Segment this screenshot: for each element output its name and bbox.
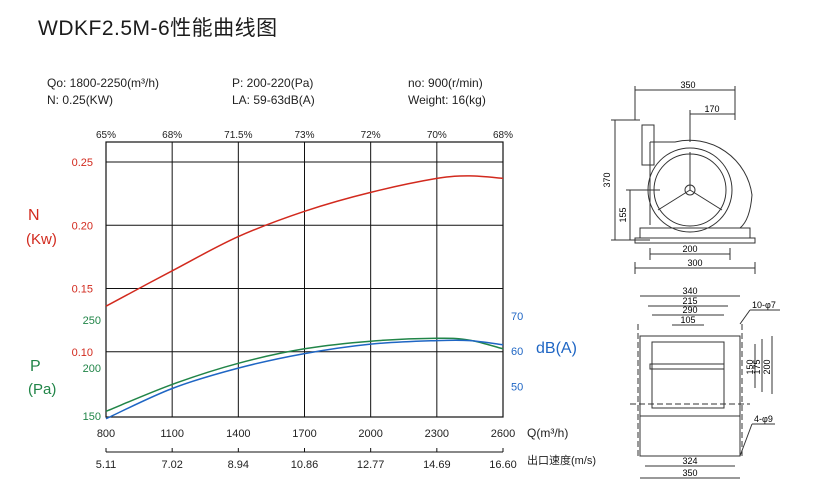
noise-tick-label: 60: [511, 346, 523, 358]
power-axis-unit: (Kw): [26, 231, 57, 248]
flow-tick-label: 2300: [425, 428, 449, 440]
flow-tick-label: 1400: [226, 428, 250, 440]
spec-pressure: P: 200-220(Pa): [232, 76, 314, 90]
dim-340: 340: [682, 286, 697, 296]
velocity-tick-label: 10.86: [291, 459, 319, 471]
chart-grid: [105, 142, 504, 417]
dim-105: 105: [680, 315, 695, 325]
power-tick-label: 0.15: [72, 284, 93, 296]
flow-tick-label: 2000: [358, 428, 382, 440]
dim-150: 150: [745, 359, 755, 374]
noise-tick-label: 50: [511, 381, 523, 393]
dim-base-300: 300: [687, 258, 702, 268]
p-curve: [105, 337, 504, 412]
efficiency-label: 68%: [493, 130, 513, 141]
dim-center-155: 155: [618, 207, 628, 222]
dim-holes-4-phi9: 4-φ9: [754, 414, 773, 424]
power-axis-label: N: [28, 207, 40, 224]
dim-215: 215: [682, 296, 697, 306]
efficiency-label: 71.5%: [224, 130, 252, 141]
page-title: WDKF2.5M-6性能曲线图: [38, 17, 278, 40]
dim-holes-10-phi7: 10-φ7: [752, 300, 776, 310]
velocity-tick-label: 8.94: [228, 459, 249, 471]
db-curve: [105, 339, 504, 420]
efficiency-label: 68%: [162, 130, 182, 141]
spec-flow: Qo: 1800-2250(m³/h): [47, 76, 160, 90]
pressure-tick-label: 200: [83, 363, 101, 375]
pressure-axis-unit: (Pa): [28, 381, 56, 398]
n-curve: [105, 175, 504, 307]
velocity-tick-label: 5.11: [96, 459, 117, 471]
noise-tick-label: 70: [511, 311, 523, 323]
dim-height-370: 370: [602, 172, 612, 187]
pressure-tick-labels: 250 200 150: [83, 315, 101, 423]
flow-tick-label: 1700: [292, 428, 316, 440]
x-axis-label: Q(m³/h): [527, 426, 568, 440]
efficiency-label: 72%: [361, 130, 381, 141]
noise-tick-labels: 70 60 50: [511, 311, 523, 393]
performance-chart: 65% 68% 71.5% 73% 72% 70% 68% 800 1100 1400 1700 2…: [26, 130, 596, 471]
dim-290: 290: [682, 305, 697, 315]
velocity-axis-label: 出口速度(m/s): [527, 453, 596, 467]
velocity-tick-label: 7.02: [161, 459, 182, 471]
dim-200: 200: [762, 359, 772, 374]
power-tick-labels: 0.25 0.20 0.15 0.10: [72, 157, 93, 359]
dim-324: 324: [682, 456, 697, 466]
efficiency-label: 70%: [427, 130, 447, 141]
efficiency-labels: 65% 68% 71.5% 73% 72% 70% 68%: [96, 130, 513, 141]
pressure-tick-label: 250: [83, 315, 101, 327]
dim-outlet-170: 170: [704, 104, 719, 114]
dim-350: 350: [682, 468, 697, 478]
velocity-tick-label: 12.77: [357, 459, 385, 471]
power-tick-label: 0.25: [72, 157, 93, 169]
flow-tick-labels: 800 1100 1400 1700 2000 2300 2600: [97, 428, 515, 440]
pressure-tick-label: 150: [83, 411, 101, 423]
fan-front-drawing: 340 215 290 105 10-φ7 150 175 200 4-φ9 3…: [630, 286, 780, 479]
pressure-axis-label: P: [30, 358, 41, 375]
efficiency-label: 73%: [294, 130, 314, 141]
power-tick-label: 0.20: [72, 220, 93, 232]
dim-width-350: 350: [680, 80, 695, 90]
velocity-tick-label: 16.60: [489, 459, 517, 471]
efficiency-label: 65%: [96, 130, 116, 141]
noise-axis-label: dB(A): [536, 340, 577, 357]
curves: [105, 175, 504, 420]
spec-power: N: 0.25(KW): [47, 93, 114, 107]
flow-tick-label: 2600: [491, 428, 515, 440]
velocity-tick-labels: 5.11 7.02 8.94 10.86 12.77 14.69 16.60: [96, 448, 517, 471]
flow-tick-label: 800: [97, 428, 115, 440]
plot-frame: [105, 141, 504, 418]
spec-speed: no: 900(r/min): [408, 76, 483, 90]
power-tick-label: 0.10: [72, 347, 93, 359]
velocity-tick-label: 14.69: [423, 459, 451, 471]
spec-weight: Weight: 16(kg): [408, 93, 486, 107]
flow-tick-label: 1100: [160, 428, 184, 440]
fan-side-drawing: 350 170 370 155 200 300: [602, 80, 756, 274]
dim-175: 175: [752, 359, 762, 374]
dim-base-200: 200: [682, 244, 697, 254]
spec-noise: LA: 59-63dB(A): [232, 93, 315, 107]
